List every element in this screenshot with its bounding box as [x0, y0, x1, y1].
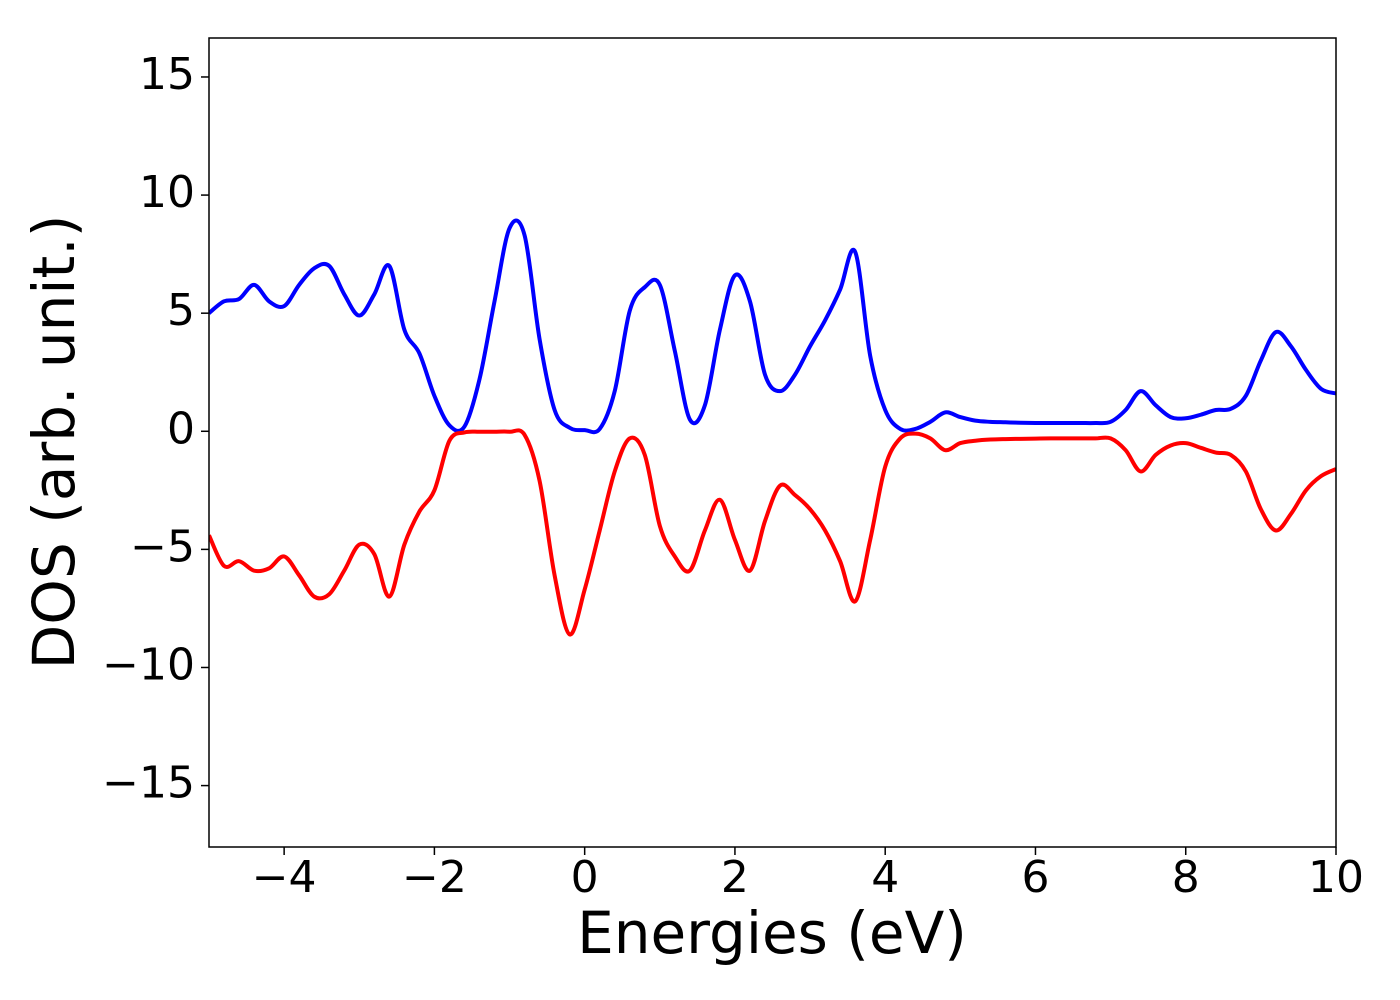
- x-tick-label: 2: [721, 852, 749, 903]
- x-tick-label: 6: [1021, 852, 1049, 903]
- x-tick-label: −4: [252, 852, 317, 903]
- series-line: [209, 428, 1336, 637]
- y-tick-label: −15: [102, 758, 195, 809]
- y-tick-label: −10: [102, 639, 195, 690]
- y-tick-label: 15: [139, 49, 195, 100]
- y-tick-label: −5: [130, 521, 195, 572]
- x-tick-label: 8: [1172, 852, 1200, 903]
- y-tick-label: 0: [167, 403, 195, 454]
- x-tick-label: 10: [1308, 852, 1364, 903]
- series-line: [209, 218, 1336, 435]
- y-tick-label: 5: [167, 285, 195, 336]
- x-tick-label: 0: [571, 852, 599, 903]
- y-axis-label: DOS (arb. unit.): [20, 215, 88, 670]
- x-axis-label: Energies (eV): [577, 899, 967, 967]
- x-tick-label: 4: [871, 852, 899, 903]
- y-tick-label: 10: [139, 167, 195, 218]
- x-tick-label: −2: [402, 852, 467, 903]
- plot-frame: [208, 37, 1337, 848]
- plot-lines: [209, 218, 1336, 637]
